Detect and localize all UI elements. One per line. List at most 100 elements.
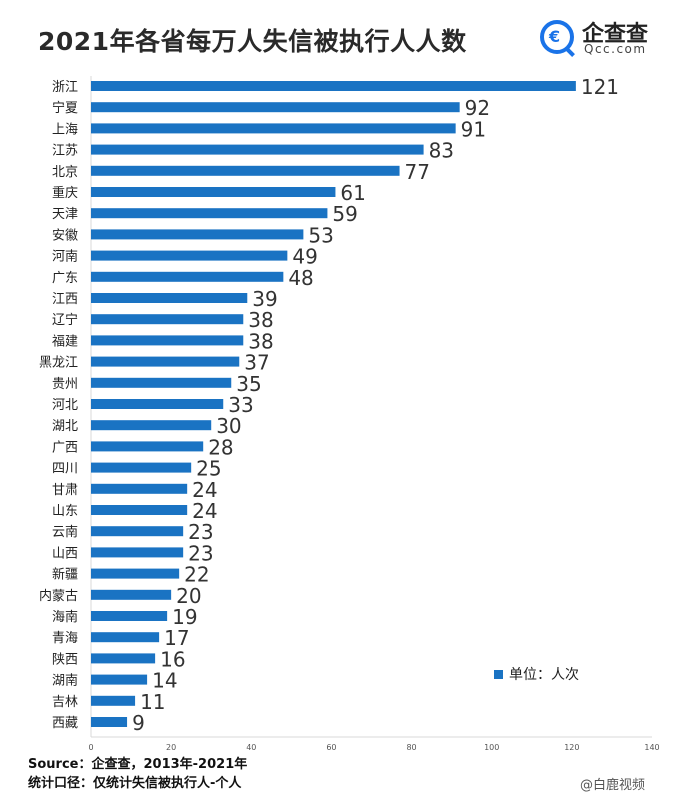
category-label: 重庆 [52,185,78,201]
bar [91,505,188,515]
header: 2021年各省每万人失信被执行人人数 € 企查查 Qcc.com [0,0,677,72]
category-label: 西藏 [52,716,78,731]
data-label: 14 [152,669,177,693]
data-label: 49 [292,245,317,269]
category-label: 青海 [52,631,78,646]
category-label: 辽宁 [52,312,78,328]
bar [91,526,184,537]
bar [91,377,232,388]
category-label: 宁夏 [52,100,78,116]
source-line: Source：企查查，2013年-2021年 [28,757,248,772]
data-label: 23 [188,541,213,565]
category-label: 新疆 [52,567,78,583]
x-tick-label: 40 [246,743,256,752]
x-tick-label: 120 [564,743,579,752]
category-label: 海南 [52,609,78,625]
data-label: 17 [164,626,189,650]
category-label: 上海 [52,122,78,137]
data-label: 48 [288,266,313,290]
data-label: 16 [160,647,185,671]
brand-domain: Qcc.com [584,42,647,56]
data-label: 11 [140,690,165,714]
bar [91,420,212,431]
category-label: 安徽 [52,228,78,243]
x-tick-label: 140 [644,743,659,752]
bar [91,568,180,579]
footer-watermark: @白鹿视频 [580,778,646,793]
source-note: Source：企查查，2013年-2021年 统计口径：仅统计失信被执行人-个人 [28,755,247,793]
category-label: 河北 [52,398,78,413]
bar [91,632,160,643]
bar [91,165,400,176]
category-label: 贵州 [52,377,78,392]
category-label: 云南 [52,524,78,540]
legend-label: 单位：人次 [509,667,579,683]
data-label: 39 [252,287,277,311]
bar [91,229,304,240]
x-tick-label: 100 [484,743,499,752]
bar [91,441,204,452]
bar [91,717,128,727]
bar [91,102,460,113]
data-label: 91 [461,117,486,141]
data-label: 53 [308,223,333,247]
legend-swatch [494,669,503,679]
methodology-line: 统计口径：仅统计失信被执行人-个人 [28,776,242,791]
bar [91,653,156,664]
bar [91,250,288,261]
legend: 单位：人次 [494,664,579,684]
data-label: 22 [184,563,209,587]
bar [91,462,192,473]
category-label: 甘肃 [52,483,78,498]
category-label: 湖北 [52,419,78,434]
bar [91,293,248,303]
bar [91,674,148,685]
data-label: 92 [465,96,490,120]
category-label: 福建 [52,334,78,349]
data-label: 19 [172,605,197,629]
x-tick-label: 0 [88,743,93,752]
bar [91,335,244,346]
data-label: 83 [429,139,454,163]
data-label: 77 [405,160,430,184]
category-label: 陕西 [52,652,78,667]
category-label: 浙江 [52,80,78,95]
category-label: 吉林 [52,695,78,710]
bar [91,399,224,409]
data-label: 38 [248,308,273,332]
data-label: 33 [228,393,253,417]
bar [91,81,576,91]
category-label: 河南 [52,249,78,265]
data-label: 38 [248,329,273,353]
data-label: 37 [244,351,269,375]
data-label: 25 [196,457,221,481]
bar [91,695,136,706]
category-label: 天津 [52,207,78,222]
category-label: 广西 [52,440,78,455]
bar [91,144,424,155]
bar [91,208,328,219]
data-label: 23 [188,520,213,544]
category-label: 四川 [52,462,78,477]
data-label: 24 [192,499,217,523]
x-tick-label: 20 [166,743,176,752]
data-label: 30 [216,414,241,438]
bar [91,547,184,558]
data-label: 121 [581,75,619,99]
category-label: 广东 [52,271,78,286]
brand-name: 企查查 [582,22,649,47]
category-label: 北京 [52,165,78,180]
bar [91,589,172,600]
bar [91,483,188,494]
x-tick-label: 60 [326,743,336,752]
category-label: 内蒙古 [39,588,78,604]
bar [91,187,336,197]
bar [91,123,456,134]
data-label: 35 [236,372,261,396]
category-label: 山东 [52,504,78,519]
brand-logo: € 企查查 Qcc.com [540,16,670,60]
chart-title: 2021年各省每万人失信被执行人人数 [38,27,467,56]
data-label: 59 [332,202,357,226]
magnifier-logo-icon: € [540,20,574,54]
